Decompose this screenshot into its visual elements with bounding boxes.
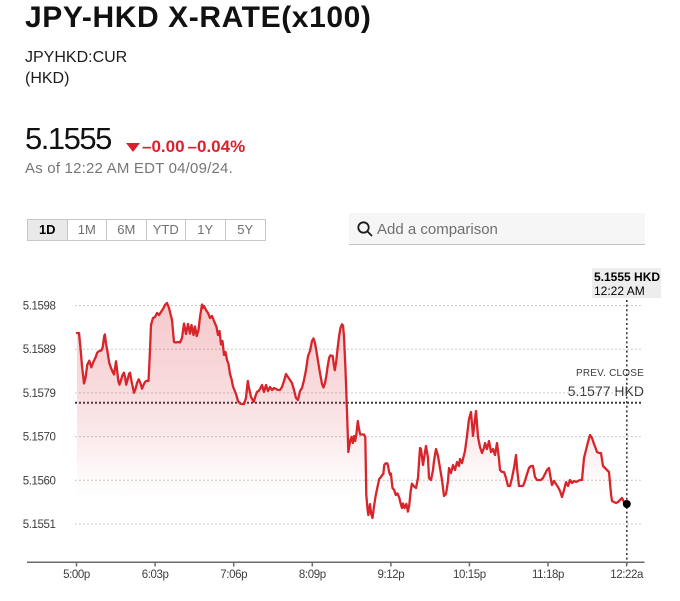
svg-text:5.1570: 5.1570 [23,432,56,444]
svg-text:12:22a: 12:22a [610,569,644,581]
svg-text:5.1589: 5.1589 [23,344,56,356]
svg-text:10:15p: 10:15p [453,569,486,581]
svg-text:5.1598: 5.1598 [23,301,56,313]
svg-text:5.1551: 5.1551 [23,519,56,531]
svg-text:8:09p: 8:09p [299,569,326,581]
svg-text:6:03p: 6:03p [142,569,169,581]
svg-text:5.1579: 5.1579 [23,388,56,400]
svg-text:11:18p: 11:18p [532,569,564,581]
svg-text:5:00p: 5:00p [63,569,90,581]
svg-text:9:12p: 9:12p [378,569,405,581]
svg-text:5.1560: 5.1560 [23,475,56,487]
svg-text:7:06p: 7:06p [220,569,247,581]
